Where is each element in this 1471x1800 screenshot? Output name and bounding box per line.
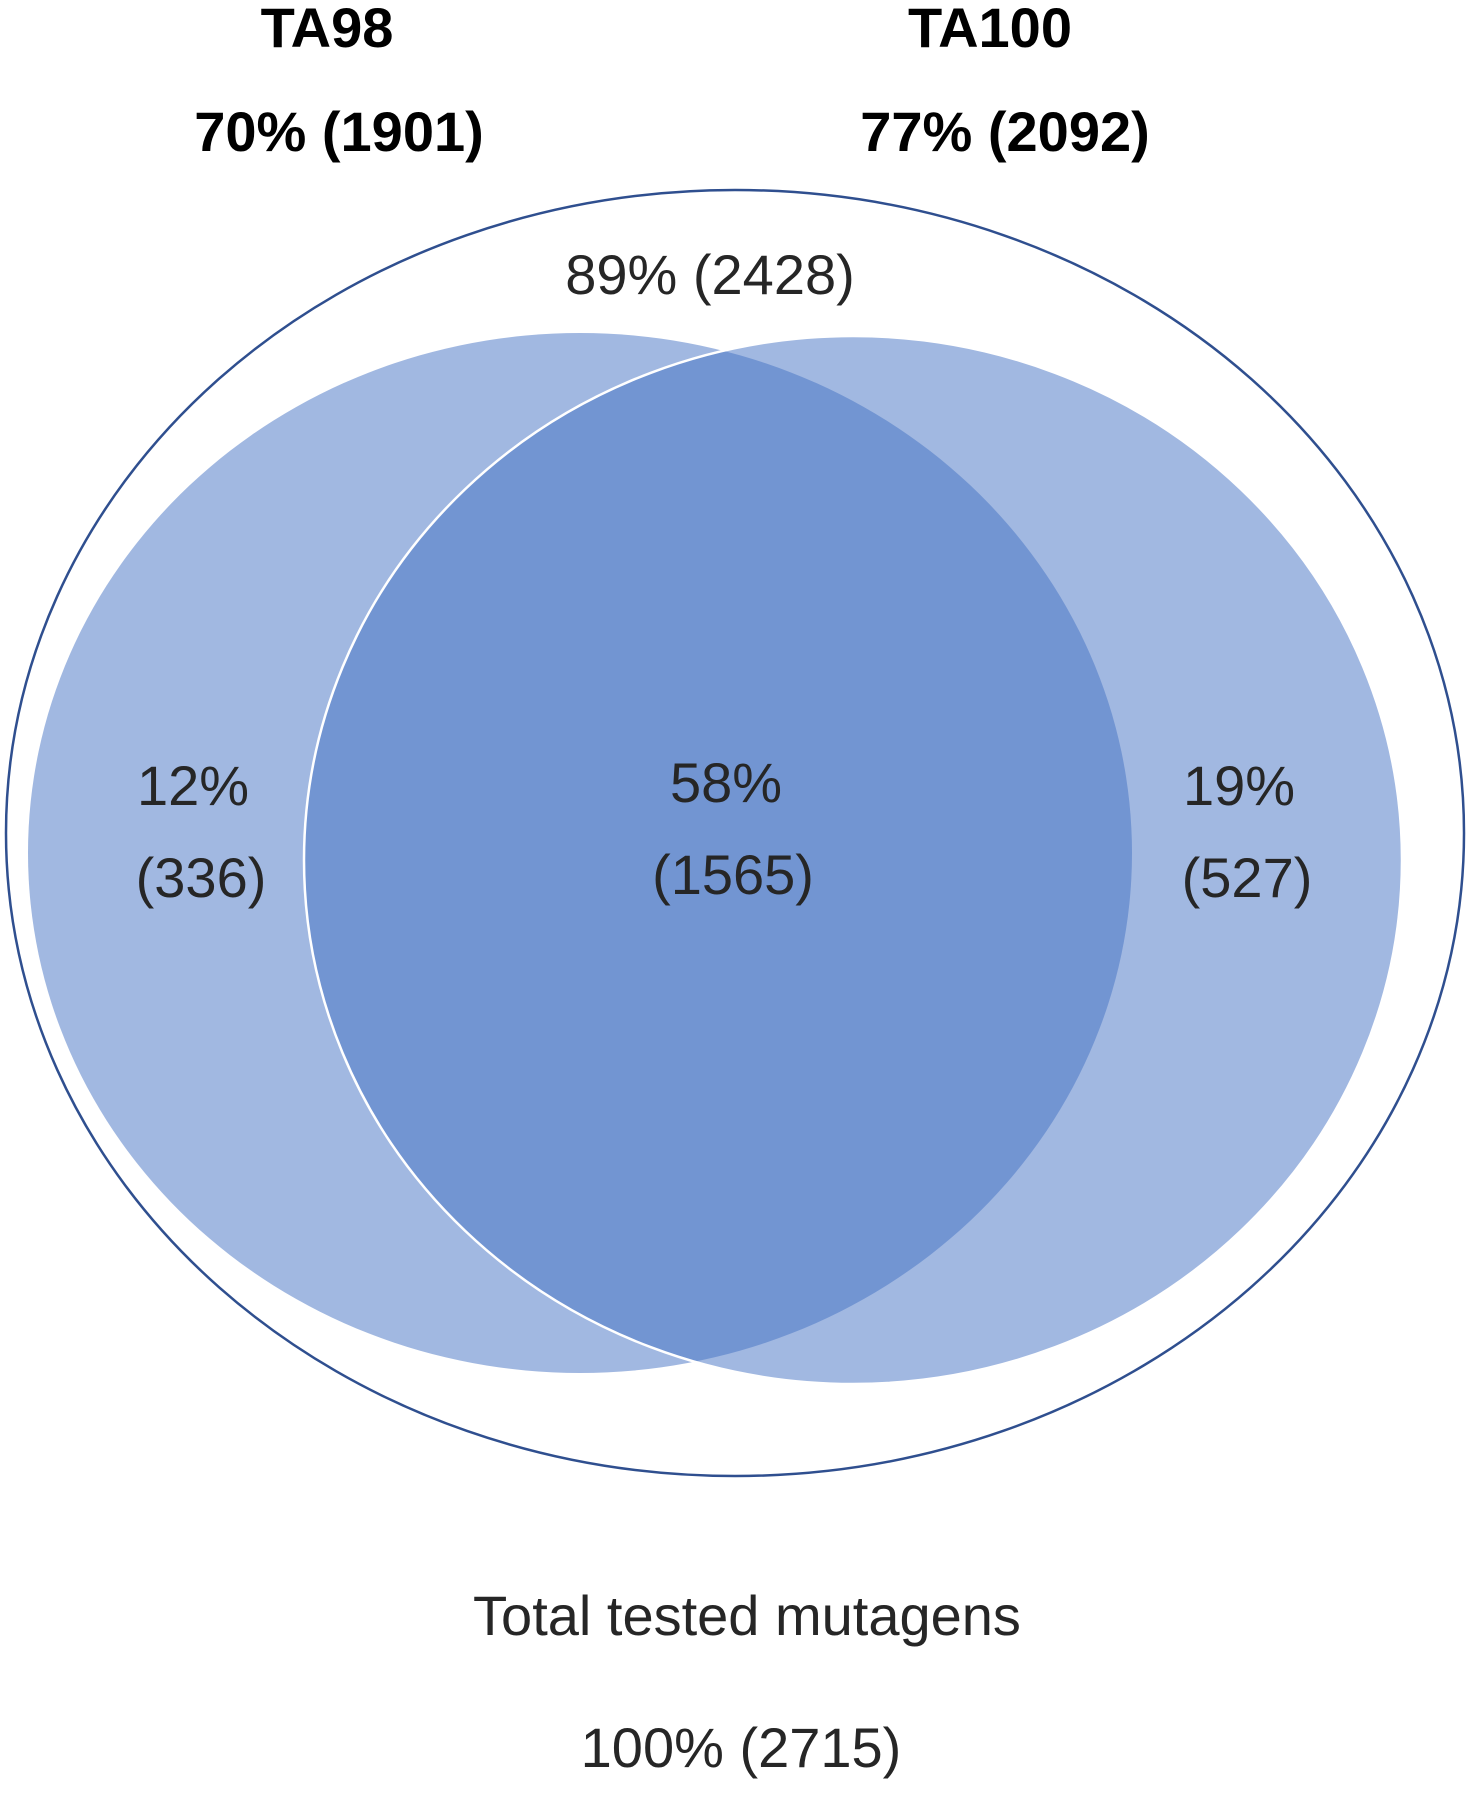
set-name: TA98 <box>261 0 394 59</box>
region-count: (336) <box>136 846 267 909</box>
set-summary: 77% (2092) <box>860 100 1150 163</box>
union-label: 89% (2428) <box>565 243 855 306</box>
region-percent: 19% <box>1183 754 1295 817</box>
region-percent: 12% <box>137 754 249 817</box>
region-percent: 58% <box>670 751 782 814</box>
region-count: (527) <box>1182 846 1313 909</box>
total-label: Total tested mutagens <box>473 1584 1021 1647</box>
set-name: TA100 <box>908 0 1072 59</box>
set-summary: 70% (1901) <box>194 100 484 163</box>
ta100-circle <box>302 334 1404 1386</box>
total-summary: 100% (2715) <box>581 1716 902 1779</box>
region-count: (1565) <box>652 843 814 906</box>
